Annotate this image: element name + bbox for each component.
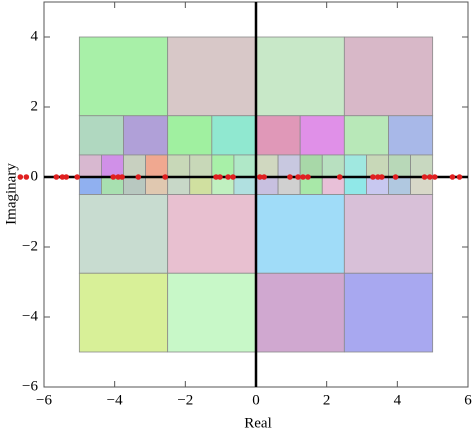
region [167,36,257,117]
point [74,174,81,180]
region [123,176,146,195]
y-axis-label: Imaginary [3,163,19,225]
point [257,174,263,180]
region [78,272,169,353]
region [255,194,345,274]
point [115,174,121,180]
region [78,194,169,274]
region [167,115,213,156]
point [456,174,463,180]
point [135,174,142,180]
region [123,115,169,156]
point [63,174,70,180]
x-tick-label: −6 [36,392,52,408]
point [59,174,66,180]
y-tick-label: 0 [31,168,39,184]
point [287,174,293,180]
region [167,272,257,353]
region [299,154,323,178]
region [321,176,345,195]
region [233,176,257,195]
y-tick-label: 4 [31,28,39,44]
x-tick-label: −2 [177,392,193,408]
point [295,174,301,180]
region [211,115,257,156]
region [299,115,345,156]
region [343,115,389,156]
point [162,174,168,180]
region [167,154,191,178]
point [225,174,231,180]
region [78,154,102,178]
point [110,174,117,180]
point [213,174,219,180]
point [53,174,60,180]
region [366,154,389,178]
region [321,154,345,178]
region [101,154,124,178]
point [392,174,399,180]
region [78,176,102,195]
x-tick-label: 6 [464,392,472,408]
region [343,36,434,117]
region [277,154,301,178]
region [388,176,411,195]
point [17,174,24,180]
region [255,154,279,178]
x-tick-label: 4 [394,392,402,408]
region [255,115,301,156]
region [255,272,345,353]
point [23,174,30,180]
y-tick-label: −6 [22,378,38,394]
region [343,272,434,353]
point [336,174,343,180]
x-tick-label: −4 [107,392,123,408]
region [189,176,213,195]
point [427,174,433,180]
point [217,174,223,180]
region [123,154,146,178]
region [343,194,434,274]
region [167,194,257,274]
y-tick-label: 2 [31,98,39,114]
x-tick-label: 0 [252,392,260,408]
region [388,154,411,178]
region [233,154,257,178]
region [167,176,191,195]
region [255,36,345,117]
point [431,174,438,180]
point [421,174,428,180]
y-tick-label: −4 [22,308,38,324]
region [78,36,169,117]
point [261,174,267,180]
x-tick-label: 2 [323,392,331,408]
point [370,174,376,180]
point [230,174,236,180]
point [375,174,381,180]
point [378,174,385,180]
region [189,154,213,178]
point [119,174,125,180]
point [305,174,311,180]
region [343,176,367,195]
region [78,115,124,156]
point [300,174,306,180]
region [410,154,434,178]
x-axis-label: Real [244,415,272,431]
y-tick-label: −2 [22,238,38,254]
region [388,115,434,156]
region [211,154,235,178]
region [145,154,169,178]
region [343,154,367,178]
point [449,174,456,180]
